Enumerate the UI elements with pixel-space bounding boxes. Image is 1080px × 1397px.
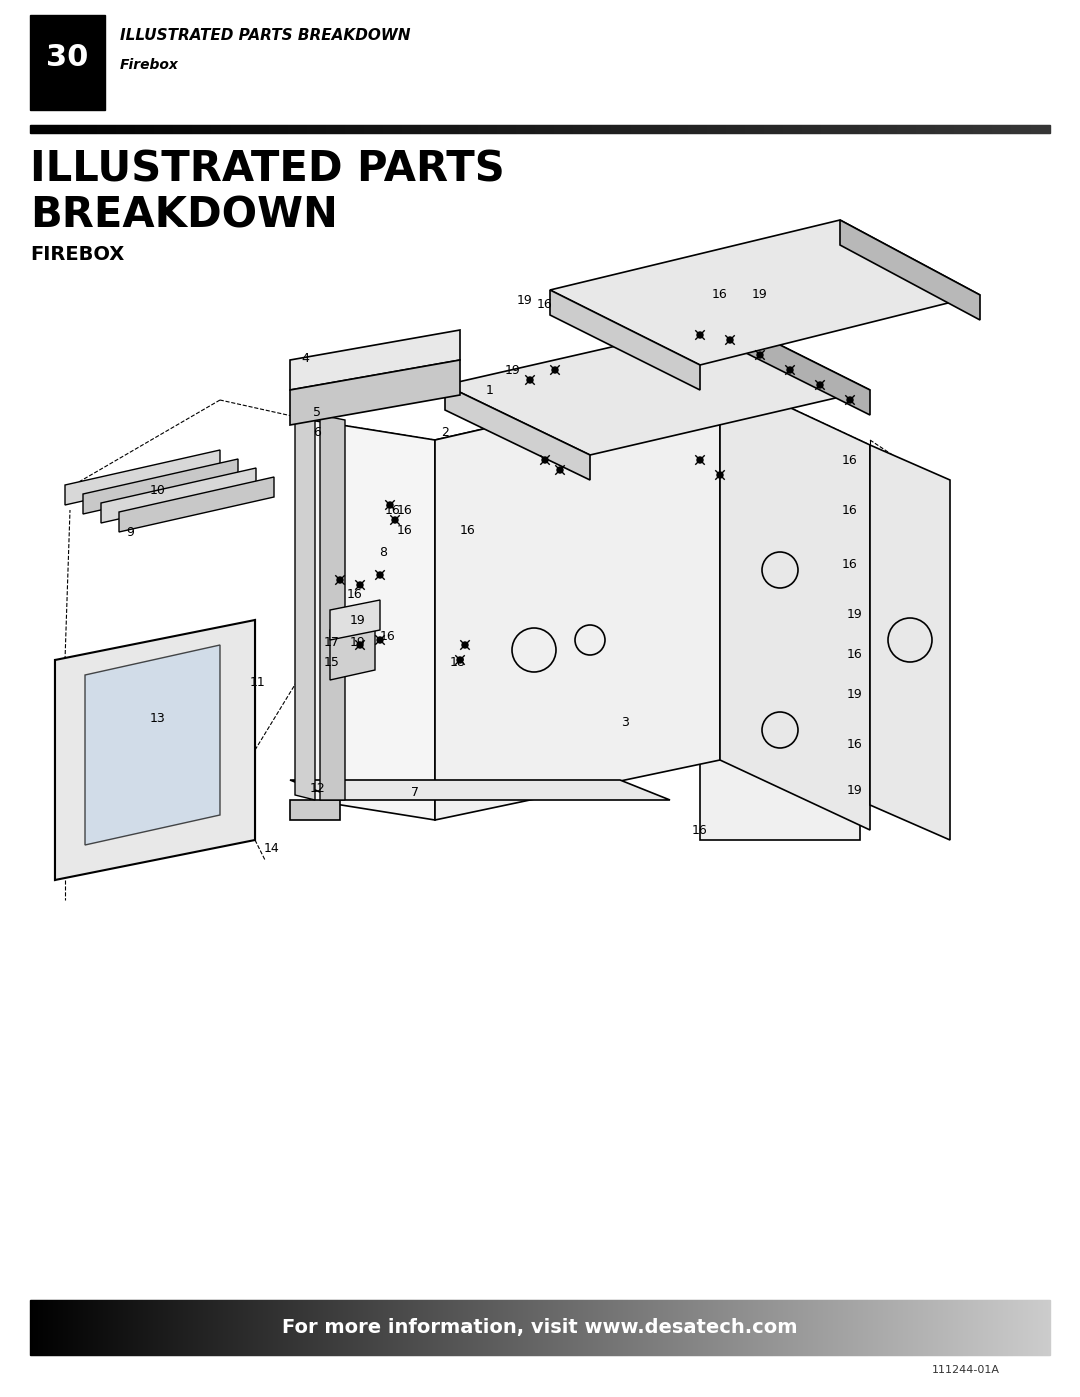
Circle shape — [357, 583, 363, 588]
Text: 16: 16 — [386, 503, 401, 517]
Polygon shape — [435, 440, 580, 541]
Circle shape — [337, 577, 343, 583]
Circle shape — [552, 367, 558, 373]
Text: Firebox: Firebox — [120, 59, 179, 73]
Polygon shape — [55, 620, 255, 880]
Polygon shape — [310, 420, 435, 820]
Polygon shape — [435, 374, 720, 820]
Text: 3: 3 — [621, 715, 629, 728]
Text: 19: 19 — [847, 689, 863, 701]
Circle shape — [557, 467, 563, 474]
Text: 16: 16 — [712, 289, 728, 302]
Polygon shape — [700, 450, 860, 840]
Text: 16: 16 — [460, 524, 476, 536]
Text: 7: 7 — [411, 787, 419, 799]
Text: 19: 19 — [847, 784, 863, 796]
Circle shape — [787, 367, 793, 373]
Text: 16: 16 — [847, 648, 863, 662]
Text: 16: 16 — [397, 524, 413, 536]
Polygon shape — [102, 468, 256, 522]
Text: 19: 19 — [350, 613, 366, 626]
Circle shape — [357, 643, 363, 648]
Text: 16: 16 — [537, 299, 553, 312]
Text: 14: 14 — [265, 841, 280, 855]
Polygon shape — [550, 291, 700, 390]
Text: 15: 15 — [324, 657, 340, 669]
Polygon shape — [840, 219, 980, 320]
Text: 4: 4 — [301, 352, 309, 365]
Polygon shape — [870, 446, 950, 840]
Polygon shape — [720, 374, 870, 830]
Polygon shape — [65, 450, 220, 504]
Text: 19: 19 — [517, 293, 532, 306]
Circle shape — [542, 457, 548, 462]
Text: 2: 2 — [441, 426, 449, 439]
Circle shape — [757, 352, 762, 358]
Circle shape — [387, 502, 393, 509]
Circle shape — [377, 571, 383, 578]
Polygon shape — [330, 620, 375, 680]
Text: 8: 8 — [379, 546, 387, 560]
Polygon shape — [119, 476, 274, 532]
Polygon shape — [291, 780, 670, 800]
Text: 16: 16 — [397, 503, 413, 517]
Text: 17: 17 — [324, 637, 340, 650]
Polygon shape — [320, 415, 345, 800]
Text: 9: 9 — [126, 527, 134, 539]
Circle shape — [847, 397, 853, 402]
Polygon shape — [291, 360, 460, 425]
Text: 16: 16 — [380, 630, 396, 644]
Text: ILLUSTRATED PARTS: ILLUSTRATED PARTS — [30, 149, 504, 191]
Circle shape — [462, 643, 468, 648]
Polygon shape — [550, 219, 980, 365]
Text: 16: 16 — [842, 559, 858, 571]
Text: 10: 10 — [150, 483, 166, 496]
Polygon shape — [445, 386, 590, 481]
Text: 5: 5 — [313, 407, 321, 419]
Text: 19: 19 — [350, 637, 366, 650]
Circle shape — [727, 337, 733, 344]
Polygon shape — [83, 460, 238, 514]
Polygon shape — [330, 599, 380, 640]
Text: 13: 13 — [150, 711, 166, 725]
Text: BREAKDOWN: BREAKDOWN — [30, 194, 338, 236]
Text: 19: 19 — [505, 363, 521, 377]
Circle shape — [527, 377, 534, 383]
Circle shape — [392, 517, 399, 522]
Text: 16: 16 — [847, 739, 863, 752]
Polygon shape — [291, 800, 340, 820]
Circle shape — [717, 472, 723, 478]
Polygon shape — [295, 409, 315, 800]
Bar — [30, 15, 105, 110]
Text: 16: 16 — [347, 588, 363, 602]
Circle shape — [697, 332, 703, 338]
Text: 19: 19 — [752, 289, 768, 302]
Polygon shape — [730, 320, 870, 415]
Polygon shape — [291, 330, 460, 390]
Polygon shape — [445, 320, 870, 455]
Text: 111244-01A: 111244-01A — [932, 1365, 1000, 1375]
Text: 16: 16 — [692, 823, 707, 837]
Text: 1: 1 — [486, 384, 494, 397]
Text: 30: 30 — [45, 42, 89, 71]
Text: 11: 11 — [251, 676, 266, 690]
Text: ILLUSTRATED PARTS BREAKDOWN: ILLUSTRATED PARTS BREAKDOWN — [120, 28, 410, 42]
Polygon shape — [435, 374, 860, 510]
Polygon shape — [85, 645, 220, 845]
Text: 19: 19 — [847, 609, 863, 622]
Text: For more information, visit www.desatech.com: For more information, visit www.desatech… — [282, 1317, 798, 1337]
Text: FIREBOX: FIREBOX — [30, 246, 124, 264]
Circle shape — [377, 637, 383, 643]
Text: 12: 12 — [310, 781, 326, 795]
Circle shape — [697, 457, 703, 462]
Circle shape — [457, 657, 463, 664]
Text: 6: 6 — [313, 426, 321, 439]
Text: 16: 16 — [842, 503, 858, 517]
Text: 18: 18 — [450, 657, 465, 669]
Circle shape — [816, 381, 823, 388]
Text: 16: 16 — [842, 454, 858, 467]
